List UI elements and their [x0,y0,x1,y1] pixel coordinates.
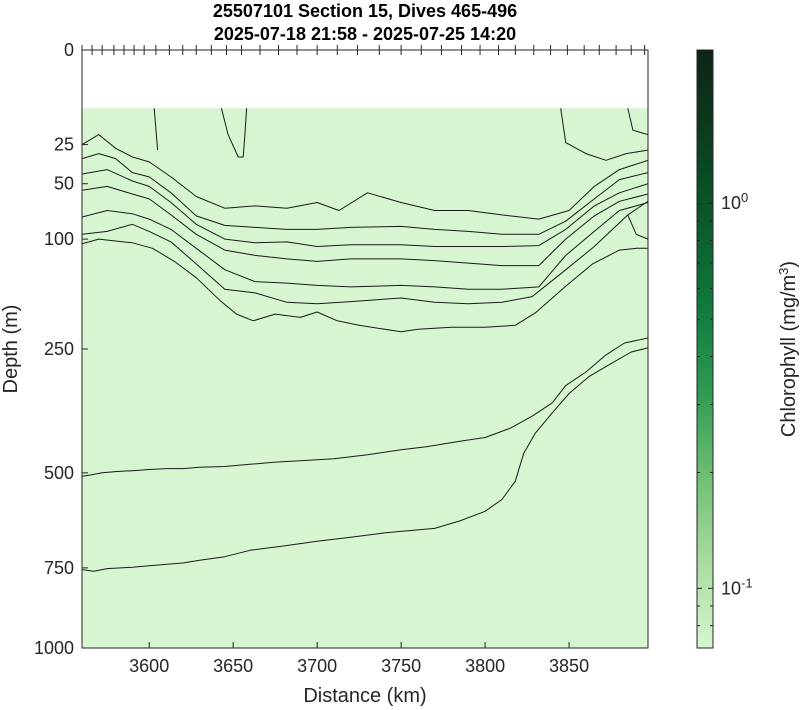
y-tick-label: 750 [44,558,74,578]
x-tick-label: 3600 [129,656,169,676]
contour-line-9 [82,200,648,305]
contour-layer [82,108,648,572]
colorbar-label: Chlorophyll (mg/m3) [776,261,800,437]
contour-line-5 [82,153,648,235]
chart-title-line1: 25507101 Section 15, Dives 465-496 [213,1,517,21]
y-tick-label: 1000 [34,638,74,658]
x-axis-label: Distance (km) [303,685,426,707]
contour-line-13 [82,347,648,572]
x-tick-label: 3650 [213,656,253,676]
x-axis: 3600 3650 3700 3750 3800 3850 [129,642,589,676]
y-axis: 0 25 50 100 250 500 750 1000 [34,40,88,658]
x-tick-label: 3750 [381,656,421,676]
y-tick-label: 50 [54,174,74,194]
contour-line-2 [560,108,648,161]
chart-title-line2: 2025-07-18 21:58 - 2025-07-25 14:20 [214,24,516,44]
colorbar-label-end: ) [778,261,800,268]
colorbar-label-base: Chlorophyll (mg/m [778,275,800,437]
y-tick-label: 250 [44,339,74,359]
x-tick-label: 3850 [549,656,589,676]
contour-line-6 [82,169,648,247]
contour-line-0 [153,108,159,151]
top-tick-marks [81,45,646,55]
contour-line-7 [82,185,648,267]
y-tick-label: 500 [44,463,74,483]
y-tick-label: 0 [64,40,74,60]
contour-line-12 [82,337,648,477]
contour-line-3 [627,108,648,136]
x-tick-label: 3700 [297,656,337,676]
contour-line-1 [220,108,248,158]
colorbar-tick-label: 100 [721,190,748,214]
contour-line-8 [82,202,648,290]
x-tick-label: 3800 [465,656,505,676]
colorbar-gradient [696,49,714,649]
colorbar-tick-label: 10-1 [721,575,753,599]
y-axis-label: Depth (m) [0,305,22,394]
plot-area [81,49,649,649]
colorbar: 100 10-1 [696,49,753,649]
contour-line-4 [82,134,648,220]
colorbar-ticks: 100 10-1 [697,86,753,649]
y-tick-label: 25 [54,135,74,155]
colorbar-label-sup: 3 [776,268,791,275]
y-tick-label: 100 [44,229,74,249]
contour-line-11 [82,238,648,333]
contour-line-10 [627,214,648,240]
